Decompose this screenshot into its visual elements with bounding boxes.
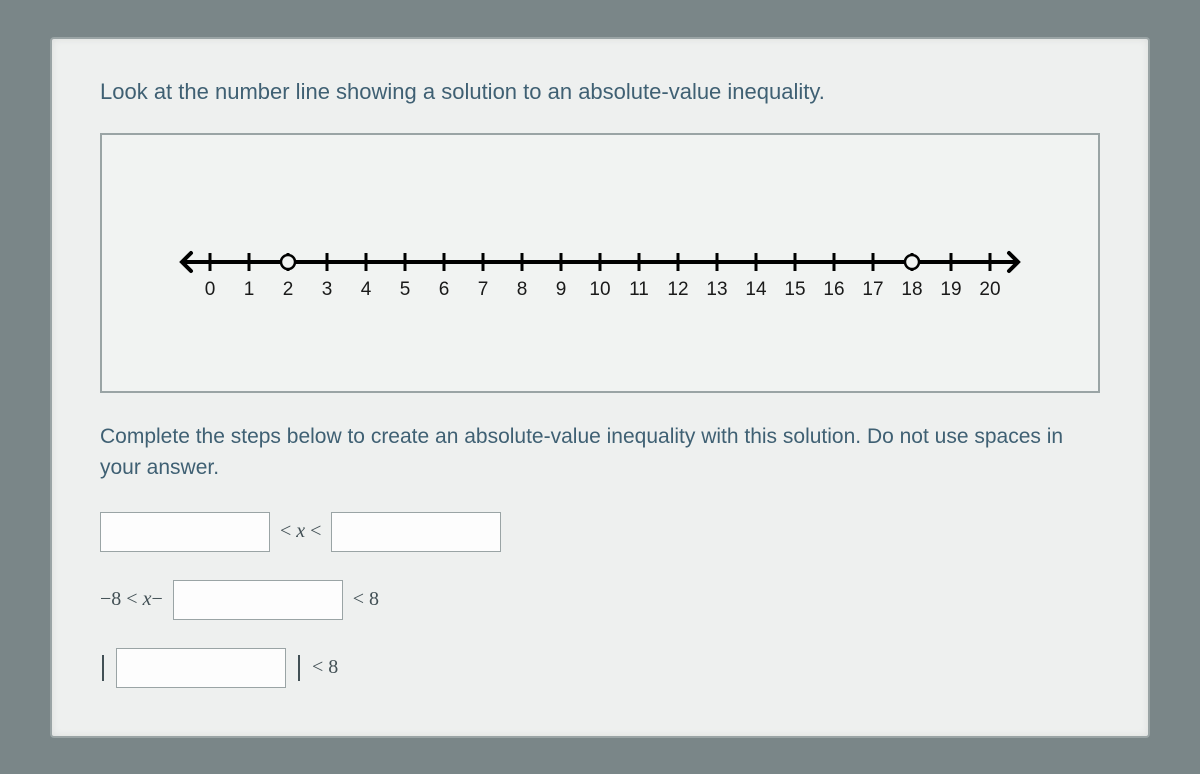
svg-text:4: 4	[361, 279, 372, 300]
svg-text:15: 15	[784, 279, 805, 300]
svg-text:0: 0	[205, 279, 216, 300]
svg-text:1: 1	[244, 279, 255, 300]
svg-text:11: 11	[629, 279, 649, 300]
row1-right-input[interactable]	[331, 512, 501, 552]
svg-text:5: 5	[400, 279, 411, 300]
abs-bar-right	[298, 655, 300, 681]
abs-bar-left	[102, 655, 104, 681]
question-card: Look at the number line showing a soluti…	[50, 37, 1150, 738]
svg-text:18: 18	[901, 279, 922, 300]
row3-right-text: < 8	[312, 656, 338, 679]
row1-left-input[interactable]	[100, 512, 270, 552]
prompt-text: Look at the number line showing a soluti…	[100, 79, 1100, 105]
number-line-svg: 01234567891011121314151617181920	[160, 230, 1040, 320]
svg-text:17: 17	[862, 279, 883, 300]
number-line-figure: 01234567891011121314151617181920	[100, 133, 1100, 393]
svg-text:12: 12	[667, 279, 688, 300]
row-3: < 8	[100, 648, 1100, 688]
row-2: −8 < x− < 8	[100, 580, 1100, 620]
row3-input[interactable]	[116, 648, 286, 688]
svg-text:20: 20	[979, 279, 1000, 300]
svg-text:10: 10	[589, 279, 610, 300]
svg-text:9: 9	[556, 279, 567, 300]
svg-text:2: 2	[283, 279, 294, 300]
row1-mid-text: < x <	[280, 520, 321, 543]
svg-text:8: 8	[517, 279, 528, 300]
answer-rows: < x < −8 < x− < 8 < 8	[100, 512, 1100, 688]
svg-text:14: 14	[745, 279, 767, 300]
row2-left-text: −8 < x−	[100, 588, 163, 611]
row2-mid-input[interactable]	[173, 580, 343, 620]
svg-text:13: 13	[706, 279, 727, 300]
number-line-wrap: 01234567891011121314151617181920	[102, 230, 1098, 320]
row2-right-text: < 8	[353, 588, 379, 611]
svg-text:19: 19	[940, 279, 961, 300]
svg-text:6: 6	[439, 279, 450, 300]
svg-text:7: 7	[478, 279, 489, 300]
instruction-text: Complete the steps below to create an ab…	[100, 421, 1100, 484]
svg-text:16: 16	[823, 279, 844, 300]
row-1: < x <	[100, 512, 1100, 552]
svg-text:3: 3	[322, 279, 333, 300]
